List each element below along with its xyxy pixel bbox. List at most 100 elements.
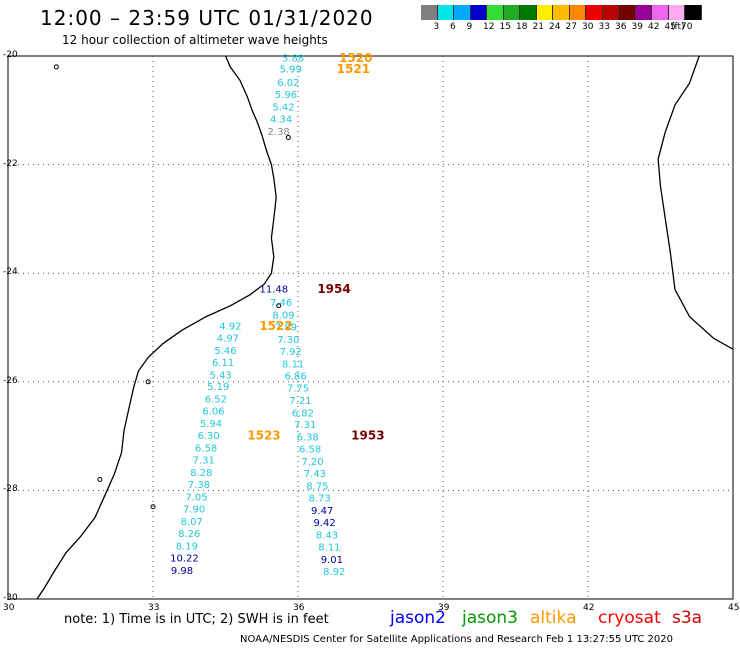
latitude-tick-label: -28 <box>3 484 18 495</box>
latitude-tick-label: -30 <box>3 593 18 603</box>
legend-swatch <box>437 5 454 20</box>
legend-label: 27 <box>565 22 577 32</box>
wave-height-value: 9.42 <box>313 518 335 529</box>
wave-height-value: 7.30 <box>277 335 299 346</box>
wave-height-value: 4.97 <box>217 333 239 344</box>
wave-height-value: 6.86 <box>284 371 306 382</box>
wave-height-value: 6.02 <box>277 78 299 89</box>
legend-swatch <box>668 5 685 20</box>
island-marker <box>97 477 103 483</box>
legend-swatch <box>487 5 504 20</box>
wave-height-value: 8.11 <box>318 542 340 553</box>
latitude-tick-label: -26 <box>3 375 18 386</box>
wave-height-value: 7.43 <box>304 469 326 480</box>
pass-time-label: 1523 <box>247 429 280 443</box>
legend-label: 12 <box>483 22 495 32</box>
legend-swatch <box>520 5 537 20</box>
legend-swatch <box>635 5 652 20</box>
pass-time-label: 1520 <box>339 51 372 65</box>
mozambique-coastline <box>36 55 277 600</box>
wave-height-value: 6.11 <box>212 358 234 369</box>
legend-swatch <box>569 5 586 20</box>
satellite-legend-jason3: jason3 <box>462 608 518 628</box>
wave-height-value: 8.07 <box>181 517 203 528</box>
legend-label: 36 <box>615 22 627 32</box>
legend-swatch <box>470 5 487 20</box>
wave-height-value: 2.38 <box>268 127 290 138</box>
wave-height-value: 7.92 <box>280 347 302 358</box>
latitude-tick-label: -22 <box>3 158 18 169</box>
wave-height-value: 8.43 <box>316 530 338 541</box>
wave-height-value: 9.01 <box>321 555 343 566</box>
legend-label: 30 <box>582 22 594 32</box>
wave-height-value: 6.82 <box>292 408 314 419</box>
legend-label: 3 <box>433 22 440 32</box>
longitude-tick-label: 33 <box>148 603 160 613</box>
wave-height-value: 7.31 <box>294 420 316 431</box>
wave-height-value: 7.90 <box>183 504 205 515</box>
wave-height-value: 9.47 <box>311 506 333 517</box>
legend-swatch <box>586 5 603 20</box>
legend-label: 18 <box>516 22 528 32</box>
longitude-tick-label: 30 <box>3 603 15 613</box>
wave-height-value: 5.19 <box>207 382 229 393</box>
wave-height-value: 8.92 <box>323 567 345 578</box>
longitude-tick-label: 45 <box>728 603 740 613</box>
wave-height-value: 7.31 <box>193 456 215 467</box>
pass-time-label: 1521 <box>337 62 370 76</box>
island-marker <box>276 303 282 309</box>
wave-height-value: 5.46 <box>214 346 236 357</box>
wave-height-value: 10.22 <box>170 553 199 564</box>
wave-height-value: 7.89 <box>275 323 297 334</box>
legend-swatch <box>652 5 669 20</box>
pass-time-label: 1954 <box>317 282 350 296</box>
legend-swatch <box>503 5 520 20</box>
wave-height-value: 5.94 <box>200 419 222 430</box>
wave-height-value: 5.88 <box>282 54 304 65</box>
wave-height-value: 4.92 <box>219 321 241 332</box>
footer-credit: NOAA/NESDIS Center for Satellite Applica… <box>240 634 673 645</box>
satellite-legend-s3a: s3a <box>672 608 703 628</box>
pass-time-label: 1953 <box>351 429 384 443</box>
wave-height-value: 6.38 <box>297 433 319 444</box>
wave-height-value: 7.20 <box>301 457 323 468</box>
legend-swatch <box>619 5 636 20</box>
page-subtitle: 12 hour collection of altimeter wave hei… <box>62 33 328 47</box>
page-title: 12:00 – 23:59 UTC 01/31/2020 <box>40 6 374 30</box>
wave-height-value: 9.98 <box>171 566 193 577</box>
wave-height-value: 8.26 <box>178 529 200 540</box>
wave-height-value: 6.58 <box>195 444 217 455</box>
wave-height-value: 8.11 <box>282 359 304 370</box>
wave-height-value: 8.73 <box>309 494 331 505</box>
legend-label: 33 <box>598 22 610 32</box>
wave-height-value: 5.99 <box>280 65 302 76</box>
madagascar-coastline <box>657 55 734 350</box>
wave-height-value: 7.21 <box>289 396 311 407</box>
wave-height-value: 6.52 <box>205 395 227 406</box>
wave-height-value: 6.06 <box>202 407 224 418</box>
wave-height-value: 5.42 <box>272 103 294 114</box>
units-note: note: 1) Time is in UTC; 2) SWH is in fe… <box>64 612 329 627</box>
wave-height-value: 6.30 <box>197 431 219 442</box>
longitude-tick-label: 42 <box>583 603 595 613</box>
latitude-tick-label: -20 <box>3 50 18 60</box>
wave-height-value: 7.05 <box>185 492 207 503</box>
wave-height-value: 5.43 <box>210 370 232 381</box>
legend-label: 21 <box>532 22 544 32</box>
longitude-tick-label: 36 <box>293 603 305 613</box>
wave-height-value: 8.09 <box>272 311 294 322</box>
wave-height-value: 7.46 <box>270 298 292 309</box>
legend-label: 15 <box>499 22 511 32</box>
wave-height-value: 5.96 <box>275 90 297 101</box>
legend-label: (ft) <box>671 22 685 32</box>
wave-height-value: 8.19 <box>176 541 198 552</box>
wave-height-value: 8.75 <box>306 482 328 493</box>
legend-label: 45 <box>664 22 676 32</box>
satellite-legend-jason2: jason2 <box>390 608 446 628</box>
legend-swatch <box>421 5 438 20</box>
legend-swatch <box>602 5 619 20</box>
legend-swatch <box>685 5 702 20</box>
legend-swatch <box>536 5 553 20</box>
